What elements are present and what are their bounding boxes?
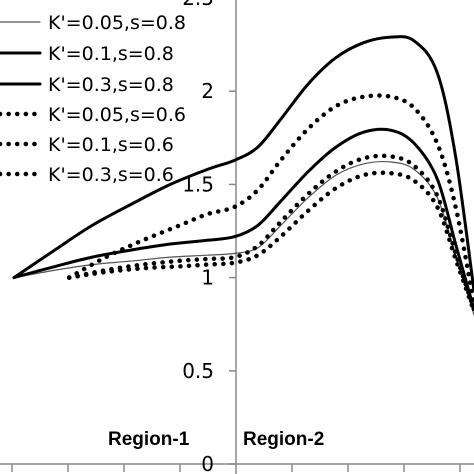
series-line-3 — [12, 35, 474, 293]
y-tick-label: 1 — [201, 266, 214, 290]
legend: K'=0.05,s=0.8 K'=0.1,s=0.8 K'=0.3,s=0.8 K'=… — [0, 12, 186, 186]
y-tick-label: 0 — [201, 452, 214, 474]
x-axis-ticks — [11, 464, 461, 472]
series-line-4 — [66, 170, 474, 314]
y-tick-labels: 00.511.522.5 — [182, 0, 214, 474]
y-tick-label: 2 — [201, 79, 214, 103]
legend-label: K'=0.1,s=0.6 — [48, 134, 174, 156]
legend-label: K'=0.3,s=0.6 — [48, 164, 174, 186]
series-line-2 — [12, 127, 474, 311]
region-annotations: Region-1 Region-2 — [108, 429, 324, 450]
y-tick-label: 2.5 — [182, 0, 214, 10]
series-line-6 — [66, 93, 474, 306]
region-2-label: Region-2 — [243, 429, 324, 450]
legend-label: K'=0.05,s=0.8 — [48, 12, 186, 34]
y-tick-label: 0.5 — [182, 359, 214, 383]
legend-label: K'=0.1,s=0.8 — [48, 43, 174, 65]
legend-label: K'=0.3,s=0.8 — [48, 74, 174, 96]
series-line-5 — [66, 153, 474, 312]
series-line-1 — [13, 161, 474, 316]
y-axis-ticks — [229, 90, 236, 465]
series-lines — [12, 35, 474, 316]
legend-label: K'=0.05,s=0.6 — [48, 104, 186, 126]
region-1-label: Region-1 — [108, 429, 190, 450]
